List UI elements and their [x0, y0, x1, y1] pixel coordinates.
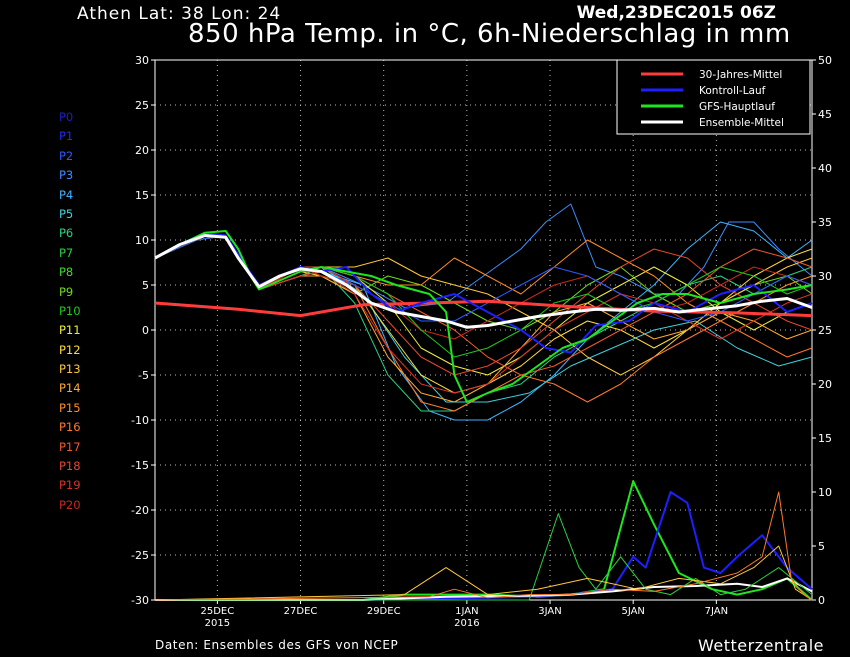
- y-right-tick-label: 10: [818, 486, 832, 499]
- legend-label: 30-Jahres-Mittel: [699, 69, 782, 81]
- y-right-tick-label: 0: [818, 594, 825, 607]
- x-tick-label: 29DEC: [367, 606, 401, 617]
- x-tick-sublabel: 2015: [205, 618, 230, 629]
- y-right-tick-label: 5: [818, 540, 825, 553]
- member-label-p7: P7: [59, 245, 74, 260]
- member-label-p19: P19: [59, 478, 81, 493]
- x-tick-label: 25DEC: [201, 606, 235, 617]
- y-right-tick-label: 40: [818, 162, 832, 175]
- member-label-p11: P11: [59, 323, 81, 338]
- location-label: Athen Lat: 38 Lon: 24: [77, 4, 282, 24]
- member-label-p3: P3: [59, 168, 74, 183]
- member-label-p13: P13: [59, 362, 81, 377]
- precip-line-p13: [154, 545, 813, 601]
- member-label-p0: P0: [59, 110, 74, 124]
- x-tick-label: 3JAN: [538, 606, 561, 617]
- member-label-p4: P4: [59, 187, 74, 202]
- member-label-p5: P5: [59, 206, 74, 221]
- ensemble-member-list: P0 P1 P2 P3 P4 P5 P6 P7 P8 P9 P10 P11 P12 P13 P14 P15 P1…: [59, 110, 81, 517]
- precip-line-gfs-hauptlauf: [155, 480, 813, 601]
- x-tick-label: 1JAN: [455, 606, 478, 617]
- series-line-30-jahres-mittel: [154, 299, 813, 318]
- series-line-gfs-hauptlauf: [154, 230, 813, 403]
- member-line-p4: [154, 221, 813, 421]
- y-left-tick-label: -10: [131, 414, 149, 427]
- member-label-p20: P20: [59, 497, 81, 512]
- chart-title: 850 hPa Temp. in °C, 6h-Niederschlag in …: [188, 19, 791, 49]
- precip-line-p16: [154, 491, 813, 601]
- legend-label: Ensemble-Mittel: [699, 117, 784, 129]
- y-left-tick-label: 10: [135, 234, 149, 247]
- legend-label: Kontroll-Lauf: [699, 85, 766, 97]
- y-right-tick-label: 50: [818, 54, 832, 67]
- y-left-tick-label: 20: [135, 144, 149, 157]
- y-left-tick-label: 0: [142, 324, 149, 337]
- x-tick-sublabel: 2016: [454, 618, 479, 629]
- brand-label: Wetterzentrale: [697, 636, 824, 655]
- plot-frame: [154, 59, 813, 601]
- member-line-p19: [154, 235, 813, 394]
- member-label-p1: P1: [59, 129, 74, 144]
- y-left-tick-label: 5: [142, 279, 149, 292]
- y-right-tick-label: 15: [818, 432, 832, 445]
- run-date: Wed,23DEC2015 06Z: [576, 3, 776, 23]
- y-right-tick-label: 25: [818, 324, 832, 337]
- series-line-ensemble-mittel: [154, 234, 813, 329]
- precip-line-p7: [155, 513, 813, 601]
- member-label-p2: P2: [59, 148, 74, 163]
- data-source: Daten: Ensembles des GFS von NCEP: [155, 638, 399, 652]
- y-right-tick-label: 35: [818, 216, 832, 229]
- legend-label: GFS-Hauptlauf: [699, 101, 775, 113]
- x-tick-label: 27DEC: [284, 606, 318, 617]
- member-label-p8: P8: [59, 265, 74, 280]
- y-left-tick-label: -20: [131, 504, 149, 517]
- member-label-p10: P10: [59, 303, 81, 318]
- y-left-tick-label: 25: [135, 99, 149, 112]
- y-left-tick-label: -30: [131, 594, 149, 607]
- member-line-p3: [154, 203, 813, 308]
- member-label-p9: P9: [59, 284, 74, 299]
- member-label-p18: P18: [59, 459, 81, 474]
- y-right-tick-label: 20: [818, 378, 832, 391]
- member-label-p15: P15: [59, 400, 81, 415]
- member-label-p17: P17: [59, 439, 81, 454]
- y-left-tick-label: 30: [135, 54, 149, 67]
- precip-line-kontroll-lauf: [155, 491, 813, 601]
- member-line-p10: [154, 235, 813, 358]
- member-label-p12: P12: [59, 342, 81, 357]
- x-tick-label: 5JAN: [621, 606, 644, 617]
- y-right-tick-label: 30: [818, 270, 832, 283]
- x-tick-label: 7JAN: [705, 606, 728, 617]
- y-left-tick-label: -5: [138, 369, 149, 382]
- member-label-p14: P14: [59, 381, 81, 396]
- member-label-p6: P6: [59, 226, 74, 241]
- member-label-p16: P16: [59, 420, 81, 435]
- member-line-p20: [154, 235, 813, 340]
- y-right-tick-label: 45: [818, 108, 832, 121]
- y-left-tick-label: -25: [131, 549, 149, 562]
- precip-line-ensemble-mittel: [155, 577, 813, 601]
- y-left-tick-label: -15: [131, 459, 149, 472]
- y-left-tick-label: 15: [135, 189, 149, 202]
